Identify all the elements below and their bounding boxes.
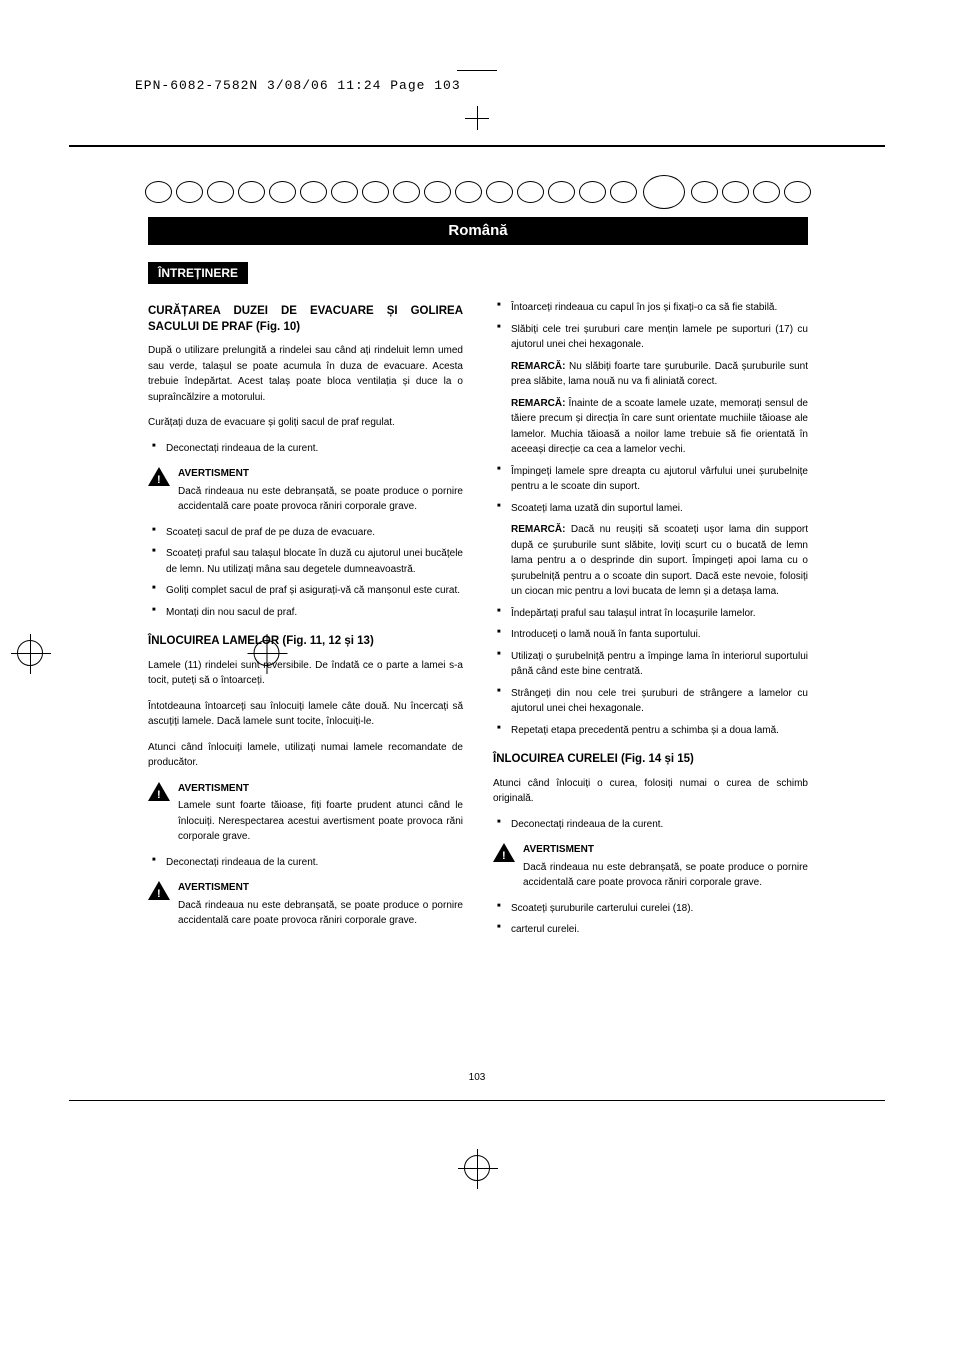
heading-cleaning: CURĂȚAREA DUZEI DE EVACUARE ȘI GOLIREA S…: [148, 304, 463, 335]
list-item: Scoateți șuruburile carterului curelei (…: [493, 901, 808, 917]
warning-body: Dacă rindeaua nu este debranșată, se poa…: [178, 898, 463, 929]
list-item: Împingeți lamele spre dreapta cu ajutoru…: [493, 464, 808, 495]
warning-block: AVERTISMENT Dacă rindeaua nu este debran…: [148, 466, 463, 515]
list-item: Scoateți sacul de praf de pe duza de eva…: [148, 525, 463, 541]
chain-decoration: [145, 175, 810, 209]
list-item: Montați din nou sacul de praf.: [148, 605, 463, 621]
list-item: Deconectați rindeaua de la curent.: [493, 817, 808, 833]
list-item: Goliți complet sacul de praf și asiguraț…: [148, 583, 463, 599]
warning-body: Dacă rindeaua nu este debranșată, se poa…: [523, 860, 808, 891]
warning-block: AVERTISMENT Lamele sunt foarte tăioase, …: [148, 781, 463, 845]
page-number: 103: [469, 1072, 486, 1083]
para: Atunci când înlocuiți lamele, utilizați …: [148, 740, 463, 771]
registration-mark-bottom: [464, 1155, 490, 1181]
warning-title: AVERTISMENT: [178, 880, 463, 896]
warning-title: AVERTISMENT: [178, 466, 463, 482]
page-frame-bottom: [69, 1100, 885, 1101]
heading-belt: ÎNLOCUIREA CURELEI (Fig. 14 și 15): [493, 752, 808, 768]
registration-mark-left: [17, 640, 43, 666]
warning-block: AVERTISMENT Dacă rindeaua nu este debran…: [148, 880, 463, 929]
list-item: Scoateți praful sau talașul blocate în d…: [148, 546, 463, 577]
list-item: Scoateți lama uzată din suportul lamei. …: [493, 501, 808, 600]
list-item: Deconectați rindeaua de la curent.: [148, 855, 463, 871]
section-tab: ÎNTREȚINERE: [148, 262, 248, 284]
list-item: Îndepărtați praful sau talașul intrat în…: [493, 606, 808, 622]
warning-icon: [148, 782, 170, 801]
warning-icon: [148, 467, 170, 486]
remark-label: REMARCĂ:: [511, 361, 565, 372]
para: Curățați duza de evacuare și goliți sacu…: [148, 415, 463, 431]
warning-title: AVERTISMENT: [523, 842, 808, 858]
list-item: Repetați etapa precedentă pentru a schim…: [493, 723, 808, 739]
para: Întotdeauna întoarceți sau înlocuiți lam…: [148, 699, 463, 730]
registration-mark-right: [254, 640, 701, 666]
warning-icon: [148, 881, 170, 900]
warning-body: Dacă rindeaua nu este debranșată, se poa…: [178, 484, 463, 515]
language-title-bar: Română: [148, 217, 808, 245]
para: Atunci când înlocuiți o curea, folosiți …: [493, 776, 808, 807]
para: După o utilizare prelungită a rindelei s…: [148, 343, 463, 405]
list-item: carterul curelei.: [493, 922, 808, 938]
page-frame-top: [69, 145, 885, 147]
warning-block: AVERTISMENT Dacă rindeaua nu este debran…: [493, 842, 808, 891]
header-meta: EPN-6082-7582N 3/08/06 11:24 Page 103: [135, 78, 461, 93]
list-item: Întoarceți rindeaua cu capul în jos și f…: [493, 300, 808, 316]
list-item: Strângeți din nou cele trei șuruburi de …: [493, 686, 808, 717]
remark-label: REMARCĂ:: [511, 524, 565, 535]
column-left: CURĂȚAREA DUZEI DE EVACUARE ȘI GOLIREA S…: [148, 300, 463, 948]
warning-body: Lamele sunt foarte tăioase, fiți foarte …: [178, 798, 463, 845]
list-item: Slăbiți cele trei șuruburi care mențin l…: [493, 322, 808, 458]
list-item: Deconectați rindeaua de la curent.: [148, 441, 463, 457]
warning-icon: [493, 843, 515, 862]
column-right: Întoarceți rindeaua cu capul în jos și f…: [493, 300, 808, 948]
remark-label: REMARCĂ:: [511, 398, 565, 409]
content-columns: CURĂȚAREA DUZEI DE EVACUARE ȘI GOLIREA S…: [148, 300, 808, 948]
warning-title: AVERTISMENT: [178, 781, 463, 797]
